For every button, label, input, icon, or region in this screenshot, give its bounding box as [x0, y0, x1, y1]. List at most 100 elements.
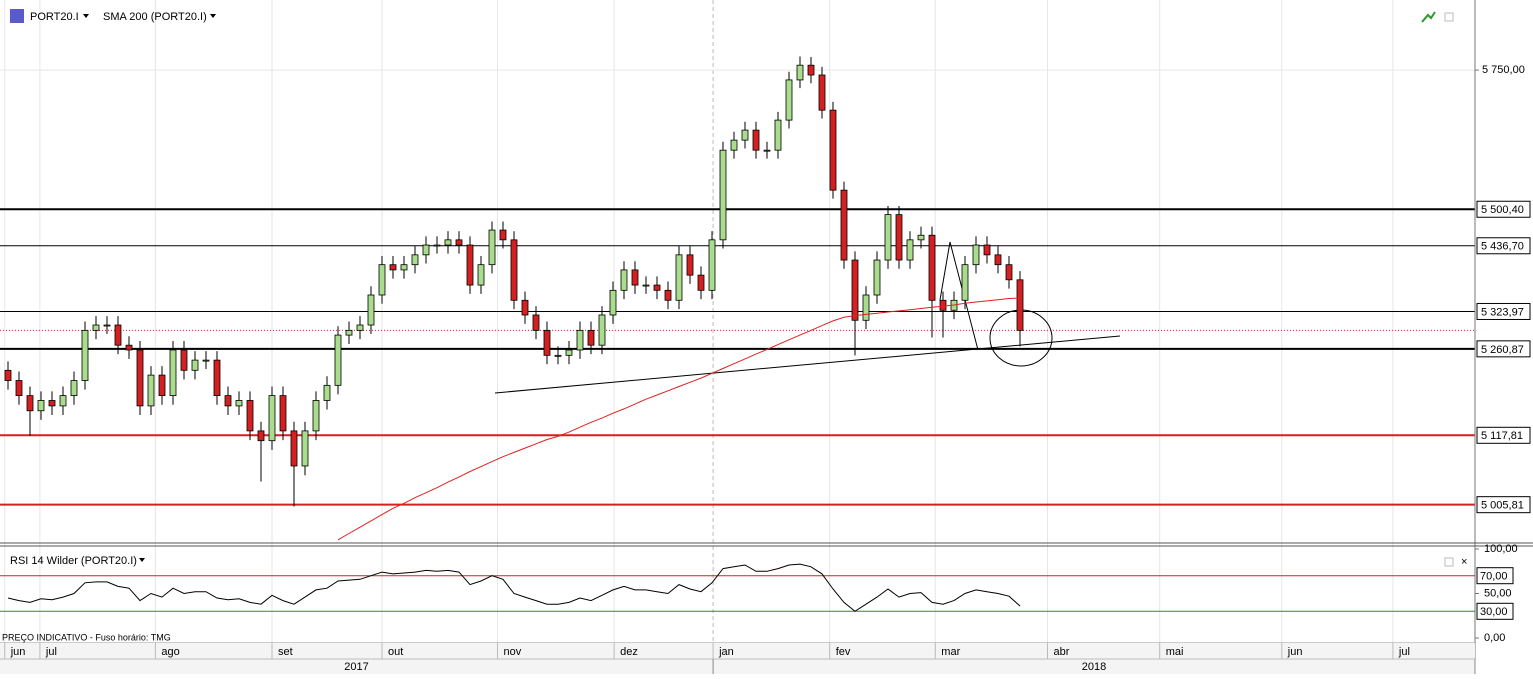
symbol-label[interactable]: PORT20.I [30, 11, 79, 23]
candle-body [521, 299, 529, 316]
level-label-box [1476, 200, 1531, 218]
x-tick-label: jan [718, 646, 734, 658]
candle-body [466, 244, 474, 286]
candle-body [994, 254, 1002, 266]
candle-body [400, 264, 408, 271]
candle-body [477, 264, 485, 286]
candle-body [169, 349, 177, 397]
dropdown-arrow[interactable] [139, 558, 145, 562]
rsi-line [7, 563, 1021, 612]
level-label: 5 005,81 [1481, 500, 1524, 512]
candle-body [906, 239, 914, 261]
candle-body [664, 289, 672, 301]
level-label-box [1476, 340, 1531, 358]
candle-body [191, 359, 199, 371]
candle-body [81, 329, 89, 381]
candle-body [367, 294, 375, 326]
candle-body [719, 149, 727, 241]
level-label-box [1476, 496, 1531, 514]
candle-body [180, 349, 188, 371]
candle-body [103, 324, 111, 327]
candle-body [686, 254, 694, 276]
candles [4, 56, 1024, 541]
candle-body [48, 400, 56, 407]
candle-body [323, 384, 331, 401]
candle-body [257, 430, 265, 442]
x-tick-label: jun [1287, 646, 1303, 658]
candle-body [510, 239, 518, 301]
x-tick-label: ago [161, 646, 179, 658]
dropdown-arrow[interactable] [210, 14, 216, 18]
candle-body [565, 349, 573, 356]
level-label: 5 260,87 [1481, 344, 1524, 356]
candle-body [543, 329, 551, 356]
x-tick-label: dez [620, 646, 638, 658]
sma-label[interactable]: SMA 200 (PORT20.I) [103, 11, 207, 23]
candle-body [554, 354, 562, 357]
level-label: 5 117,81 [1481, 430, 1523, 442]
level-label: 5 500,40 [1481, 204, 1524, 216]
candle-body [433, 244, 441, 247]
candle-body [741, 129, 749, 141]
levels: 5 500,40 5 436,70 5 323,97 5 260,87 5 117,81… [0, 200, 1531, 514]
x-tick-label: abr [1054, 646, 1070, 658]
candle-body [1005, 264, 1013, 281]
x-tick-label: mai [1166, 646, 1184, 658]
candle-body [488, 229, 496, 266]
x-tick-label: out [388, 646, 403, 658]
candle-body [917, 234, 925, 241]
candle-body [26, 395, 34, 412]
rsi-label[interactable]: RSI 14 Wilder (PORT20.I) [10, 555, 137, 567]
candle-body [576, 329, 584, 351]
y-tick-label: 5 750,00 [1482, 64, 1525, 76]
candle-body [785, 79, 793, 121]
close-button[interactable]: × [1461, 556, 1467, 568]
candle-body [642, 284, 650, 287]
candle-body [972, 244, 980, 266]
candle-body [356, 324, 364, 331]
candle-body [312, 400, 320, 432]
candle-body [862, 294, 870, 321]
x-tick-label: jun [10, 646, 26, 658]
trend-icon[interactable] [1421, 11, 1436, 23]
year-label: 2017 [344, 661, 368, 673]
candle-body [136, 349, 144, 407]
level-label: 5 436,70 [1481, 241, 1524, 253]
candle-body [928, 234, 936, 301]
window-button[interactable] [1444, 12, 1454, 22]
candle-body [301, 430, 309, 467]
footnote: PREÇO INDICATIVO - Fuso horário: TMG [2, 632, 171, 642]
level-label-box [1476, 426, 1531, 444]
candle-body [609, 289, 617, 316]
rsi-level-box [1476, 567, 1514, 585]
dropdown-arrow[interactable] [83, 14, 89, 18]
x-tick-label: nov [504, 646, 522, 658]
candle-body [202, 359, 210, 362]
symbol-icon[interactable] [10, 9, 24, 23]
candle-body [268, 395, 276, 442]
candle-body [983, 244, 991, 256]
candle-body [235, 400, 243, 407]
x-tick-label: jul [45, 646, 57, 658]
candle-body [4, 369, 12, 381]
x-tick-label: set [278, 646, 293, 658]
candle-body [455, 239, 463, 246]
rsi-tick-label: 0,00 [1484, 632, 1505, 644]
rsi-panel: 100,00 50,00 0,00 70,00 30,00 [0, 543, 1518, 644]
candle-body [895, 214, 903, 261]
candle-body [158, 374, 166, 397]
candle-body [1016, 279, 1024, 331]
window-button[interactable] [1444, 557, 1454, 567]
year-label: 2018 [1082, 661, 1106, 673]
candle-body [653, 284, 661, 291]
candle-body [499, 229, 507, 241]
candle-body [939, 299, 947, 311]
candle-body [796, 64, 804, 81]
candle-body [873, 259, 881, 296]
candle-body [15, 380, 23, 397]
x-tick-label: fev [836, 646, 851, 658]
grid: 5 750,00 [0, 0, 1525, 643]
x-axis: jun jul ago set out nov dez jan fev mar abr mai jun j… [4, 643, 1476, 674]
